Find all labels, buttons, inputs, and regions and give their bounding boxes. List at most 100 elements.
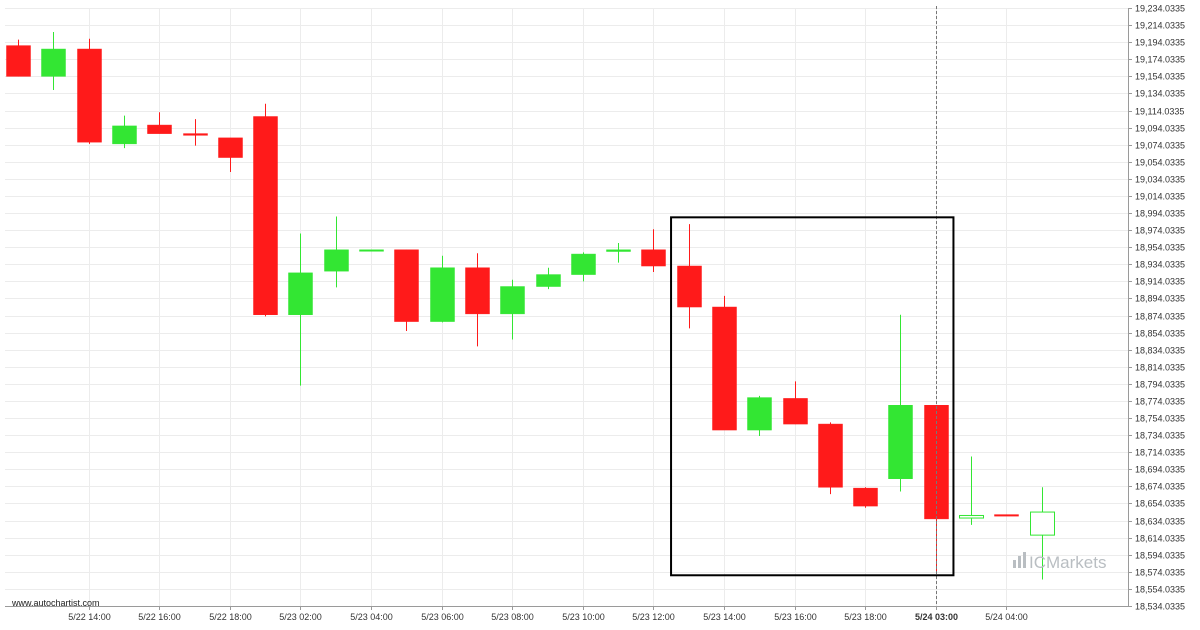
y-tick-label: 19,234.0335 [1135,4,1185,14]
bullish-candle [500,279,525,340]
bullish-candle [888,314,913,492]
bearish-candle [147,112,172,134]
bearish-candle [853,487,878,508]
candle-body [606,249,631,252]
y-tick-label: 19,034.0335 [1135,175,1185,185]
y-tick-label: 18,894.0335 [1135,294,1185,304]
candle-body [853,487,878,507]
gridlines [5,8,1128,607]
y-tick-label: 18,934.0335 [1135,260,1185,270]
candle-body [394,249,419,322]
icmarkets-logo: ICMarkets [1013,552,1106,572]
bar-chart-logo-icon [1013,552,1026,568]
bullish-candle [959,456,984,525]
bullish-candle [747,395,772,437]
candle-body [677,265,702,308]
y-tick-label: 18,714.0335 [1135,448,1185,458]
y-tick-label: 18,794.0335 [1135,380,1185,390]
bearish-candle [183,119,208,146]
candle-body [747,397,772,431]
candle-body [253,116,278,315]
x-tick-label: 5/23 04:00 [350,612,393,622]
y-tick-label: 19,174.0335 [1135,55,1185,65]
y-tick-label: 18,614.0335 [1135,534,1185,544]
bullish-candle [571,252,596,282]
y-tick-label: 18,914.0335 [1135,277,1185,287]
svg-text:ICMarkets: ICMarkets [1029,553,1106,572]
pattern-box [670,216,955,577]
candle-body [500,286,525,315]
bullish-candle [430,255,455,323]
candle-body [77,48,102,143]
bearish-candle [641,229,666,273]
candles [6,31,1055,580]
candle-body [324,249,349,272]
candle-body [112,125,137,145]
y-tick-label: 18,594.0335 [1135,551,1185,561]
candle-body [288,272,313,315]
bearish-candle [783,381,808,425]
bullish-candle [606,242,631,263]
bearish-candle [77,38,102,144]
y-tick-label: 18,994.0335 [1135,209,1185,219]
x-tick-label: 5/23 08:00 [491,612,534,622]
x-tick-label: 5/23 02:00 [279,612,322,622]
candle-body [712,306,737,431]
candle-body [359,249,384,252]
candle-body [183,133,208,136]
y-tick-label: 18,854.0335 [1135,329,1185,339]
candle-body [430,267,455,322]
bullish-candle [324,216,349,288]
x-tick-label: 5/24 04:00 [985,612,1028,622]
y-tick-label: 18,534.0335 [1135,602,1185,612]
bearish-candle [465,253,490,347]
y-tick-label: 19,014.0335 [1135,192,1185,202]
y-tick-label: 18,754.0335 [1135,414,1185,424]
candle-body [959,514,984,519]
y-tick-label: 18,734.0335 [1135,431,1185,441]
candle-body [571,253,596,275]
x-tick-label: 5/23 16:00 [774,612,817,622]
y-tick-label: 18,874.0335 [1135,312,1185,322]
bearish-candle [218,137,243,173]
x-tick-label: 5/23 06:00 [421,612,464,622]
candle-body [218,137,243,158]
y-tick-label: 19,194.0335 [1135,38,1185,48]
y-tick-label: 18,974.0335 [1135,226,1185,236]
bearish-candle [818,422,843,495]
candle-body [536,274,561,287]
y-tick-label: 19,214.0335 [1135,21,1185,31]
x-tick-label: 5/23 14:00 [703,612,746,622]
y-tick-label: 18,954.0335 [1135,243,1185,253]
bullish-candle [359,249,384,252]
bearish-candle [253,103,278,317]
logo-prefix: IC [1029,553,1046,572]
y-tick-label: 18,574.0335 [1135,568,1185,578]
candle-body [888,405,913,479]
logo-suffix: Markets [1046,553,1106,572]
y-tick-label: 19,074.0335 [1135,141,1185,151]
bearish-candle [994,514,1019,517]
y-tick-label: 18,674.0335 [1135,482,1185,492]
bearish-candle [712,295,737,431]
candle-body [6,45,31,77]
bearish-candle [677,224,702,329]
bearish-candle [394,249,419,331]
bullish-candle [1030,487,1055,580]
x-tick-label: 5/22 16:00 [138,612,181,622]
watermark-url: www.autochartist.com [11,598,100,608]
x-tick-label: 5/22 18:00 [209,612,252,622]
candle-body [465,267,490,315]
x-tick-label: 5/22 14:00 [68,612,111,622]
y-tick-label: 18,814.0335 [1135,363,1185,373]
x-tick-label: 5/23 12:00 [632,612,675,622]
candle-body [1030,511,1055,536]
x-tick-label: 5/23 10:00 [562,612,605,622]
candle-body [41,48,66,77]
candle-body [994,514,1019,517]
x-tick-label: 5/24 03:00 [915,612,958,622]
candle-body [147,124,172,134]
y-tick-label: 19,054.0335 [1135,158,1185,168]
candle-body [641,249,666,267]
